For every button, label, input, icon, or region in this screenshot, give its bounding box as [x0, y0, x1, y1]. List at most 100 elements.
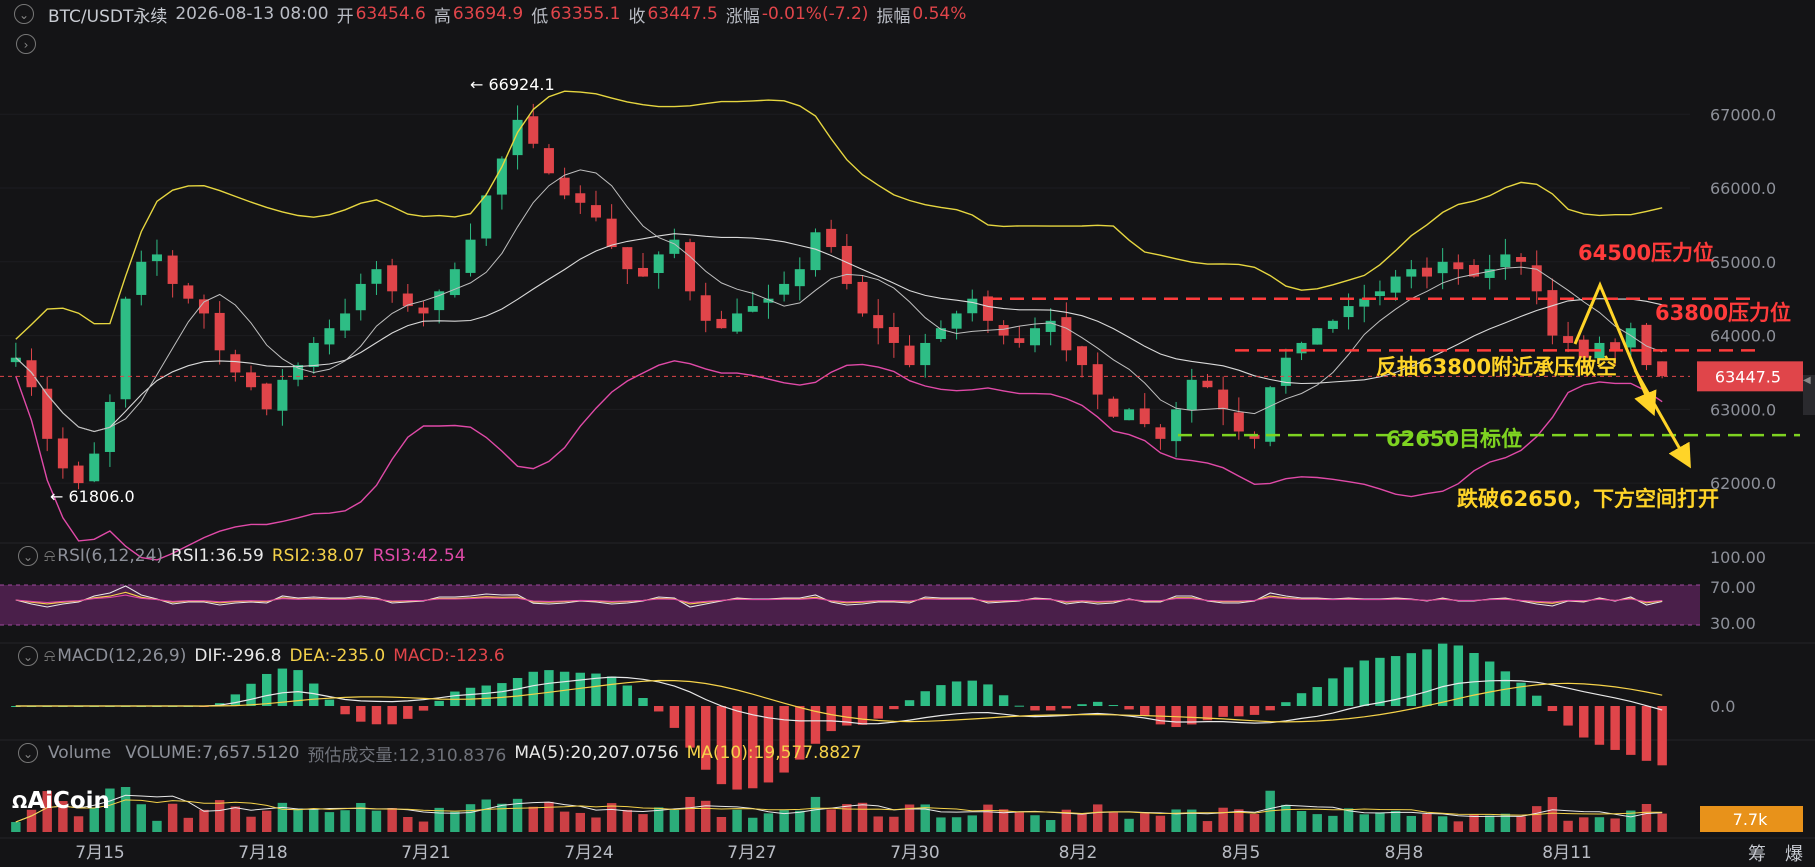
volume-bar: [136, 804, 146, 832]
aicoin-logo: ΩAiCoin: [12, 788, 110, 814]
candle-body: [1641, 324, 1652, 366]
volume-bar: [1014, 812, 1025, 832]
candle-body: [998, 325, 1009, 336]
macd-bar: [763, 706, 774, 783]
candle-body: [1484, 269, 1495, 278]
volume-bar: [1061, 809, 1072, 832]
macd-bar: [246, 683, 256, 706]
expand-icon[interactable]: ›: [16, 34, 36, 54]
candle-body: [1296, 342, 1307, 354]
volume-bar: [152, 820, 162, 832]
x-axis-label: 8月11: [1542, 843, 1591, 863]
volume-legend: ⌄ Volume VOLUME:7,657.5120 预估成交量:12,310.…: [18, 740, 870, 766]
volume-bar: [1030, 815, 1040, 832]
open-label: 开: [336, 6, 354, 27]
volume-bar: [418, 821, 429, 832]
macd-bar: [309, 683, 319, 706]
volume-bar: [73, 816, 84, 832]
macd-bar: [1187, 706, 1197, 725]
chevron-down-icon[interactable]: ⌄: [18, 743, 38, 763]
macd-bar: [387, 706, 397, 725]
low-marker: ← 61806.0: [50, 487, 135, 506]
volume-bar: [1437, 816, 1448, 832]
volume-bar: [544, 801, 554, 832]
collapse-right-icon[interactable]: ◀: [1803, 375, 1815, 415]
volume-bar: [1390, 810, 1401, 832]
macd-bar: [418, 706, 429, 711]
candle-body: [1249, 434, 1260, 439]
annotation-res1: 64500压力位: [1578, 241, 1714, 265]
volume-bar: [183, 817, 194, 832]
volume-bar: [42, 791, 52, 832]
volume-bar: [701, 800, 711, 832]
volume-bar: [889, 816, 899, 832]
candle-body: [1312, 328, 1323, 345]
macd-bar: [512, 677, 523, 706]
macd-bar: [920, 691, 930, 706]
volume-bar: [1312, 814, 1322, 832]
candle-body: [826, 228, 837, 248]
close-value: 63447.5: [647, 4, 718, 24]
candle-body: [136, 261, 147, 295]
macd-title: MACD(12,26,9): [57, 646, 187, 666]
candle-body: [1327, 320, 1338, 329]
volume-bar: [575, 812, 585, 832]
candle-body: [1563, 336, 1574, 343]
volume-bar: [591, 817, 601, 832]
candle-body: [1029, 328, 1041, 346]
candle-body: [732, 313, 743, 332]
macd-bar: [1202, 706, 1213, 721]
macd-bar: [293, 670, 303, 706]
chevron-down-icon[interactable]: ⌄: [18, 546, 38, 566]
volume-ma10-line: [15, 799, 1663, 823]
macd-bar: [434, 700, 444, 706]
candle-body: [1657, 361, 1668, 377]
chevron-down-icon[interactable]: ⌄: [18, 646, 38, 666]
candle-body: [904, 345, 915, 366]
macd-bar: [465, 687, 476, 706]
volume-bar: [1202, 821, 1213, 832]
volume-bar: [1484, 815, 1495, 832]
macd-bar: [1296, 693, 1307, 706]
bell-icon[interactable]: ⍾: [44, 646, 56, 666]
bell-icon[interactable]: ⍾: [44, 546, 56, 566]
volume-bar: [1140, 813, 1150, 832]
macd-bar: [1312, 687, 1322, 706]
volume-bar: [1657, 813, 1667, 832]
symbol[interactable]: BTC/USDT永续: [48, 6, 168, 27]
volume-bar: [1077, 813, 1087, 832]
macd-bar: [842, 706, 852, 726]
macd-bar: [262, 673, 272, 706]
rsi-title: RSI(6,12,24): [57, 546, 164, 566]
volume-bar: [1343, 808, 1354, 832]
amp-value: 0.54%: [912, 4, 967, 24]
candle-body: [606, 218, 617, 248]
volume-bar: [1453, 821, 1464, 832]
volume-bar: [1249, 813, 1260, 832]
macd-bar: [497, 683, 507, 706]
volume-bar: [1610, 818, 1620, 832]
macd-bar: [575, 672, 585, 706]
volume-bar: [481, 799, 491, 832]
candle-body: [402, 293, 413, 307]
macd-bar: [1234, 706, 1244, 717]
candle-body: [120, 298, 131, 400]
rsi-tick-label: 100.00: [1710, 548, 1766, 567]
chevron-down-icon[interactable]: ⌄: [14, 4, 34, 24]
candle-body: [1610, 342, 1621, 351]
rsi3-value: RSI3:42.54: [372, 546, 466, 566]
candle-body: [496, 158, 507, 195]
x-axis-label: 7月18: [238, 843, 287, 863]
macd-bar: [1406, 653, 1416, 706]
candle-body: [1233, 412, 1244, 432]
candle-body: [1421, 267, 1432, 277]
volume-bar: [246, 816, 256, 832]
macd-bar: [1155, 706, 1166, 725]
volume-ma5-line: [15, 794, 1663, 823]
rsi3-line: [15, 594, 1663, 604]
low-label: 低: [531, 6, 549, 27]
candle-body: [246, 372, 257, 388]
macd-bar: [1045, 706, 1056, 711]
volume-bar: [1093, 804, 1103, 832]
